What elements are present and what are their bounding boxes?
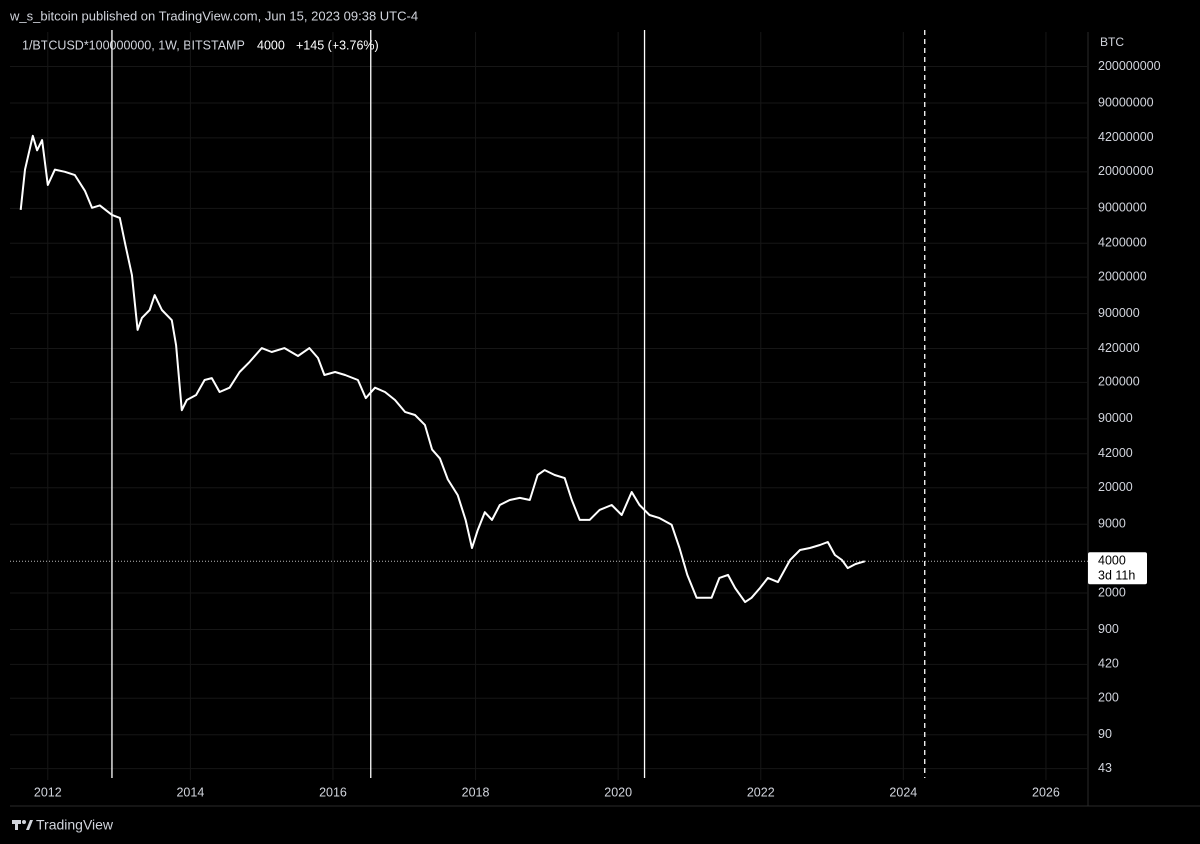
- x-tick-label: 2018: [462, 785, 490, 799]
- legend-change: +145 (+3.76%): [296, 38, 379, 52]
- y-tick-label: 200: [1098, 691, 1119, 705]
- y-tick-label: 90000: [1098, 411, 1133, 425]
- axis-unit: BTC: [1100, 35, 1124, 49]
- y-tick-label: 900000: [1098, 306, 1140, 320]
- y-tick-label: 420000: [1098, 341, 1140, 355]
- y-tick-label: 42000: [1098, 446, 1133, 460]
- x-tick-label: 2016: [319, 785, 347, 799]
- y-tick-label: 43: [1098, 761, 1112, 775]
- legend-price: 4000: [257, 38, 285, 52]
- y-tick-label: 9000: [1098, 517, 1126, 531]
- y-tick-label: 90: [1098, 727, 1112, 741]
- price-line: [19, 134, 866, 604]
- y-tick-label: 20000000: [1098, 164, 1154, 178]
- y-tick-label: 42000000: [1098, 130, 1154, 144]
- footer-brand: TradingView: [36, 817, 114, 833]
- y-tick-label: 20000: [1098, 480, 1133, 494]
- y-tick-label: 2000000: [1098, 269, 1147, 283]
- legend-symbol: 1/BTCUSD*100000000, 1W, BITSTAMP: [22, 38, 245, 52]
- y-tick-label: 200000000: [1098, 59, 1161, 73]
- y-tick-label: 90000000: [1098, 95, 1154, 109]
- x-tick-label: 2026: [1032, 785, 1060, 799]
- y-tick-label: 2000: [1098, 585, 1126, 599]
- y-tick-label: 900: [1098, 622, 1119, 636]
- x-tick-label: 2012: [34, 785, 62, 799]
- x-tick-label: 2024: [889, 785, 917, 799]
- y-tick-label: 420: [1098, 657, 1119, 671]
- x-tick-label: 2020: [604, 785, 632, 799]
- y-tick-label: 9000000: [1098, 201, 1147, 215]
- y-tick-label: 200000: [1098, 375, 1140, 389]
- footer-logo: [12, 820, 33, 830]
- last-price-label: 4000: [1098, 554, 1126, 568]
- x-tick-label: 2014: [176, 785, 204, 799]
- last-price-box: [1088, 552, 1147, 585]
- x-tick-label: 2022: [747, 785, 775, 799]
- header: w_s_bitcoin published on TradingView.com…: [9, 8, 418, 23]
- y-tick-label: 4200000: [1098, 235, 1147, 249]
- countdown-label: 3d 11h: [1098, 569, 1135, 583]
